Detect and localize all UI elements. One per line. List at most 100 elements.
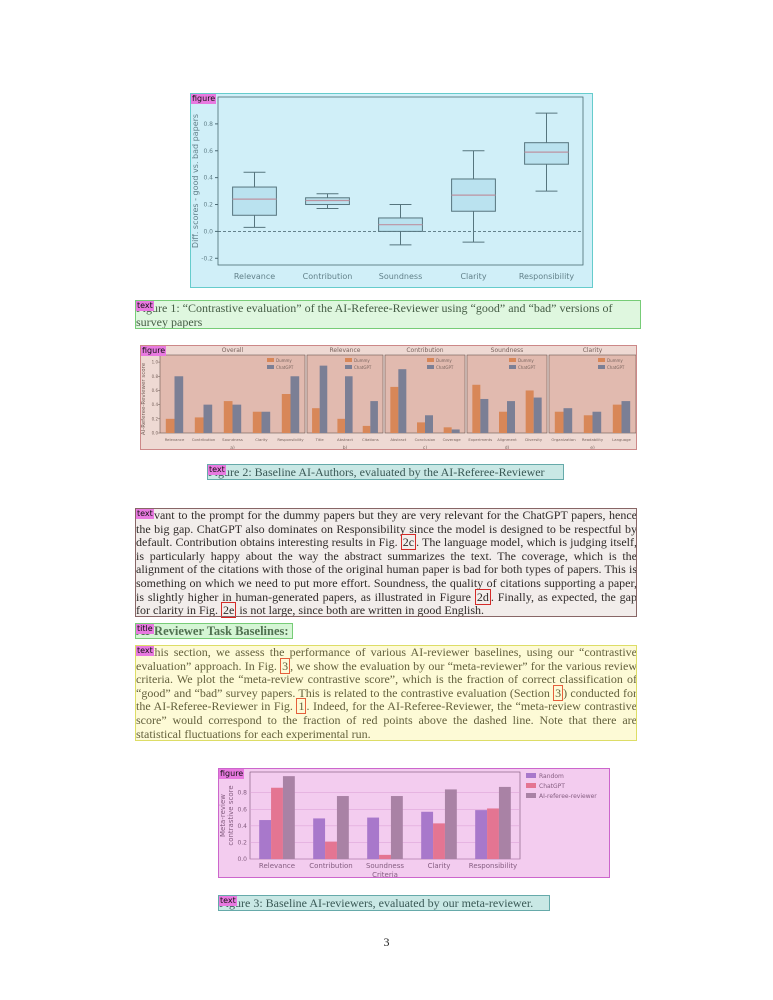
y-tick-label: 0.8 (237, 790, 247, 797)
x-tick-label: Clarity (428, 862, 451, 870)
bar (563, 408, 573, 433)
bar (261, 411, 271, 433)
reference[interactable]: 2e (220, 602, 237, 619)
x-tick-label: Soundness (366, 862, 404, 870)
panel-title: Clarity (583, 347, 603, 354)
x-tick-label: Abstract (337, 437, 353, 442)
bar (370, 401, 378, 433)
reference[interactable]: 3 (553, 684, 564, 701)
x-axis-label: Criteria (372, 871, 398, 878)
panel-label: a) (230, 445, 235, 450)
panel-label: b) (343, 445, 348, 450)
legend-label: ChatGPT (354, 365, 372, 370)
bar (499, 411, 507, 433)
bar (203, 404, 213, 433)
y-tick-label: 0.6 (152, 388, 159, 393)
paragraph: relevant to the prompt for the dummy pap… (136, 508, 637, 619)
text-run: is not large, since both are written in … (236, 603, 485, 618)
text-run: ) conducted for the AI-Referee-Reviewer … (136, 685, 637, 714)
bar (612, 404, 622, 433)
bar (259, 820, 272, 859)
x-tick-label: Diversity (525, 437, 543, 442)
x-tick-label: Contribution (303, 272, 353, 281)
bar (421, 811, 434, 859)
figure-2: AI-Referee-Reviewer score 0.0 0.2 0.4 0.6 0.8… (141, 347, 637, 450)
bar (475, 810, 488, 859)
box (524, 142, 569, 165)
x-tick-label: Relevance (234, 272, 275, 281)
legend-swatch (427, 358, 434, 362)
region-label: figure (219, 769, 245, 779)
bar (325, 841, 337, 859)
bar (425, 415, 433, 433)
legend-swatch (509, 365, 516, 369)
bar (379, 854, 391, 859)
region-label: text (136, 509, 154, 519)
bar (451, 429, 460, 433)
x-tick-label: Abstract (390, 437, 406, 442)
paragraph: In this section, we assess the performan… (136, 645, 637, 741)
bar (290, 376, 300, 433)
legend-swatch (427, 365, 434, 369)
x-tick-label: Responsibility (277, 437, 304, 442)
text-run: relevant to the prompt for the dummy pap… (136, 508, 637, 550)
bar (174, 376, 184, 433)
reference[interactable]: 3 (280, 657, 291, 674)
y-tick-label: 0.4 (237, 823, 247, 830)
bar (362, 425, 371, 433)
legend-label: ChatGPT (276, 365, 294, 370)
bar (336, 796, 349, 859)
legend-label: Dummy (354, 358, 370, 363)
reference[interactable]: 2d (474, 588, 491, 605)
y-tick-label: 0.8 (203, 121, 213, 128)
y-axis-label: Diff. scores - good vs. bad papers (191, 114, 200, 248)
x-tick-label: Language (612, 437, 631, 442)
y-tick-label: 0.6 (203, 148, 213, 155)
bar (498, 786, 511, 859)
bar (194, 417, 204, 433)
legend-swatch (598, 365, 605, 369)
panel-label: d) (505, 445, 510, 450)
box (232, 186, 277, 216)
region-label: figure (191, 94, 217, 104)
bar (319, 365, 328, 433)
x-tick-label: Clarity (255, 437, 268, 442)
region-text: text (218, 895, 550, 911)
bar (337, 418, 345, 433)
figure-3: 0.0 0.2 0.4 0.6 0.8 Meta-review contrastive sc… (219, 771, 597, 878)
legend-swatch (509, 358, 516, 362)
bar (443, 427, 452, 433)
box (305, 197, 350, 206)
bar (390, 386, 399, 433)
legend-swatch (526, 783, 536, 788)
panel-title: Overall (222, 347, 244, 354)
reference[interactable]: 2c (400, 534, 417, 551)
caption: Figure 1: “Contrastive evaluation” of th… (136, 301, 613, 329)
bar (252, 411, 262, 433)
x-tick-label: Coverage (443, 437, 462, 442)
bar (417, 422, 425, 433)
x-tick-label: Responsibility (469, 862, 517, 870)
x-tick-label: Soundness (379, 272, 423, 281)
reference[interactable]: 1 (296, 698, 307, 715)
legend-swatch (598, 358, 605, 362)
bar (472, 384, 481, 433)
y-axis-label: Meta-review (219, 794, 227, 837)
bar (312, 408, 320, 433)
bar (232, 404, 242, 433)
bar (533, 397, 542, 433)
x-tick-label: Relevance (259, 862, 295, 870)
legend-label: ChatGPT (607, 365, 625, 370)
page-number: 3 (383, 935, 390, 949)
bar (367, 817, 380, 859)
legend-swatch (267, 365, 274, 369)
bar (525, 390, 534, 433)
legend-label: ChatGPT (436, 365, 454, 370)
x-tick-label: Responsibility (519, 272, 575, 281)
bar (433, 823, 445, 859)
legend-swatch (345, 358, 352, 362)
region-label: text (208, 465, 226, 475)
panel-title: Contribution (406, 347, 443, 354)
